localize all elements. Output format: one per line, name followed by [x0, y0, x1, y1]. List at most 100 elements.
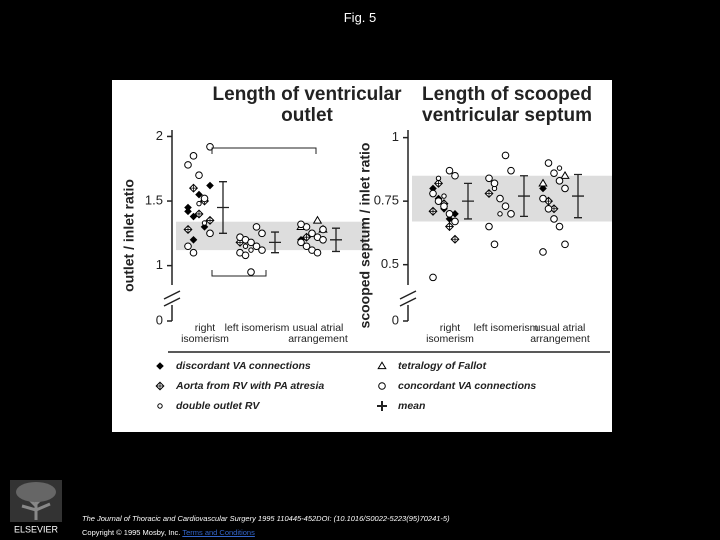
marker	[258, 229, 266, 238]
bracket	[211, 147, 317, 154]
marker	[247, 268, 255, 276]
marker	[434, 197, 443, 205]
data-point	[189, 152, 198, 160]
data-point	[544, 159, 553, 167]
mean-error-bar	[217, 181, 229, 234]
data-point	[441, 193, 447, 199]
y-tick-label: 1	[156, 257, 163, 272]
marker	[451, 217, 459, 226]
data-point	[539, 248, 547, 256]
marker	[206, 216, 214, 225]
marker	[200, 194, 209, 203]
data-point	[440, 202, 448, 211]
data-point	[561, 240, 569, 249]
x-tick-label-box: usual atrial arrangement	[288, 323, 348, 345]
y-tick-label: 2	[156, 128, 163, 143]
marker	[550, 215, 558, 223]
data-point	[206, 229, 214, 238]
chart-title-box: Length of scooped ventricular septum	[422, 84, 592, 126]
data-point	[555, 222, 564, 231]
marker	[555, 222, 564, 231]
legend-marker	[377, 401, 387, 411]
marker	[302, 233, 311, 242]
data-point	[451, 210, 459, 218]
data-point	[189, 212, 198, 221]
data-point	[539, 194, 547, 203]
marker	[302, 242, 311, 251]
annotation: P < 0.001	[223, 279, 266, 290]
data-point	[205, 215, 215, 225]
data-point	[433, 178, 444, 188]
marker	[201, 220, 208, 226]
error-bar	[330, 227, 342, 253]
data-point	[247, 268, 255, 276]
data-point	[252, 223, 261, 231]
marker	[189, 235, 198, 244]
marker	[451, 171, 459, 180]
marker	[556, 165, 563, 171]
data-point	[206, 181, 214, 190]
x-tick-label-box: left isomerism	[224, 323, 290, 334]
marker	[157, 403, 163, 409]
marker	[560, 170, 570, 179]
chart-title-box: Length of ventricular outlet	[213, 84, 402, 126]
data-point	[247, 238, 255, 247]
data-point	[196, 200, 202, 207]
legend-label: mean	[398, 400, 425, 412]
legend-marker	[156, 362, 164, 370]
axis-break	[399, 290, 417, 307]
y-tick-label: 1	[392, 129, 399, 144]
data-point	[450, 234, 460, 244]
terms-link[interactable]: Terms and Conditions	[182, 528, 255, 537]
marker	[252, 223, 261, 231]
marker	[189, 152, 198, 160]
marker	[497, 211, 503, 217]
marker	[156, 382, 164, 390]
data-point	[561, 184, 569, 193]
error-bar	[572, 173, 584, 219]
slide-title: Fig. 5	[343, 10, 377, 25]
marker	[206, 181, 214, 190]
marker	[539, 248, 547, 256]
marker	[501, 151, 510, 160]
x-tick-label: right isomerism	[181, 323, 229, 345]
marker	[378, 382, 386, 390]
data-point	[297, 238, 305, 247]
error-bar	[462, 182, 474, 220]
marker	[184, 203, 192, 212]
marker	[544, 204, 553, 213]
mean-error-bar	[572, 173, 584, 219]
bracket	[211, 270, 267, 277]
data-point	[507, 210, 515, 218]
marker	[312, 215, 323, 224]
marker	[252, 242, 261, 251]
legend-label: Aorta from RV with PA atresia	[175, 380, 324, 392]
data-point	[451, 217, 459, 226]
data-point	[297, 220, 305, 229]
marker	[445, 222, 454, 231]
data-point	[184, 161, 192, 169]
marker	[485, 222, 493, 231]
data-point	[201, 220, 208, 226]
data-point	[189, 248, 198, 257]
marker	[195, 171, 203, 180]
marker	[507, 166, 515, 175]
marker	[445, 210, 454, 218]
x-tick-label: right isomerism	[426, 323, 474, 345]
marker	[561, 240, 569, 249]
marker	[156, 362, 164, 370]
x-tick-label-box: right isomerism	[426, 323, 474, 345]
data-point	[258, 229, 266, 238]
data-point	[429, 273, 437, 282]
marker	[544, 159, 553, 167]
data-point	[496, 194, 504, 203]
y-tick-label: 0.75	[374, 193, 399, 208]
marker	[445, 166, 454, 175]
data-point	[312, 215, 323, 224]
x-tick-label: left isomerism	[224, 323, 290, 334]
data-point	[258, 246, 266, 254]
marker	[200, 223, 209, 231]
data-point	[308, 229, 316, 238]
marker	[490, 179, 499, 188]
marker	[241, 251, 250, 260]
